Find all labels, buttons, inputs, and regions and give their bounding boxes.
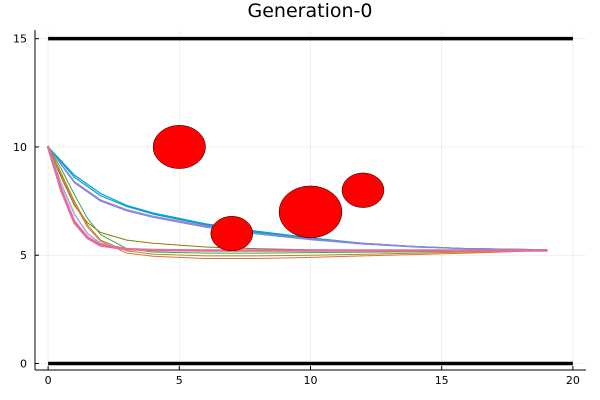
boundary-lines xyxy=(48,36,573,366)
x-tick-label: 20 xyxy=(566,374,580,387)
x-tick-label: 5 xyxy=(176,374,183,387)
trajectory-line xyxy=(47,146,548,254)
trajectory-line xyxy=(47,146,548,257)
trajectory-line xyxy=(46,145,548,252)
obstacle-circle xyxy=(341,172,385,208)
x-tick-label: 10 xyxy=(304,374,318,387)
y-tick-label: 10 xyxy=(13,141,27,154)
trajectory-line xyxy=(47,146,548,259)
x-tick-label: 15 xyxy=(435,374,449,387)
y-tick-label: 5 xyxy=(20,249,27,262)
obstacle-circle xyxy=(210,215,254,252)
obstacle-circle xyxy=(278,185,343,239)
obstacles xyxy=(152,125,385,252)
chart-title: Generation-0 xyxy=(248,0,373,22)
axis-ticks: 0 5 10 15 20 0 5 10 15 xyxy=(13,33,580,387)
y-tick-label: 0 xyxy=(20,358,27,371)
x-tick-label: 0 xyxy=(45,374,52,387)
y-tick-label: 15 xyxy=(13,33,27,46)
obstacle-circle xyxy=(152,125,206,169)
